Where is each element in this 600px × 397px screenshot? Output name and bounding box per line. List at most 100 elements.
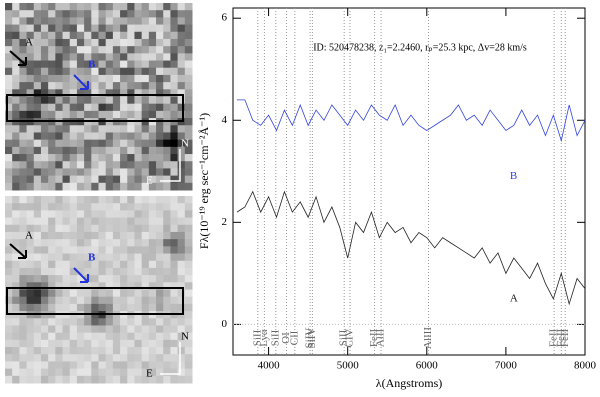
pixel xyxy=(12,82,20,90)
pixel xyxy=(120,38,128,47)
pixel xyxy=(112,210,121,219)
pixel xyxy=(69,175,78,184)
pixel xyxy=(148,289,157,298)
pixel xyxy=(55,146,64,155)
pixel xyxy=(40,253,49,262)
pixel xyxy=(98,139,107,148)
pixel xyxy=(26,339,35,348)
pixel xyxy=(127,31,135,40)
pixel xyxy=(19,89,28,97)
pixel xyxy=(69,154,78,162)
pixel xyxy=(40,239,49,247)
pixel xyxy=(120,89,128,97)
pixel xyxy=(12,10,20,18)
pixel xyxy=(5,161,13,169)
image-panel xyxy=(5,196,193,384)
pixel xyxy=(127,282,135,290)
pixel xyxy=(91,303,99,312)
pixel xyxy=(148,246,157,255)
pixel xyxy=(19,347,28,355)
pixel xyxy=(76,267,85,276)
pixel xyxy=(40,375,49,384)
pixel xyxy=(163,24,171,33)
pixel xyxy=(112,246,121,255)
pixel xyxy=(141,260,150,269)
pixel xyxy=(170,303,179,312)
pixel xyxy=(98,60,107,69)
pixel xyxy=(127,82,135,90)
pixel xyxy=(127,203,135,211)
pixel xyxy=(5,275,13,283)
pixel xyxy=(91,161,99,169)
pixel xyxy=(120,139,128,148)
pixel xyxy=(19,82,28,90)
pixel xyxy=(76,182,85,191)
pixel xyxy=(40,354,49,362)
pixel xyxy=(5,260,13,269)
pixel xyxy=(40,10,49,18)
pixel xyxy=(62,339,71,348)
pixel xyxy=(127,375,135,384)
pixel xyxy=(177,267,186,276)
pixel xyxy=(105,368,114,377)
pixel xyxy=(33,260,42,269)
pixel xyxy=(98,210,107,219)
pixel xyxy=(76,31,85,40)
pixel xyxy=(105,224,114,233)
pixel xyxy=(12,74,20,83)
pixel xyxy=(170,275,179,283)
pixel xyxy=(177,368,186,377)
pixel xyxy=(91,354,99,362)
pixel xyxy=(134,46,143,54)
pixel xyxy=(76,239,85,247)
pixel xyxy=(62,182,71,191)
pixel xyxy=(127,110,135,119)
pixel xyxy=(184,260,193,269)
pixel xyxy=(163,196,171,204)
pixel xyxy=(91,196,99,204)
pixel xyxy=(55,224,64,233)
pixel xyxy=(5,368,13,377)
pixel xyxy=(69,46,78,54)
pixel xyxy=(40,74,49,83)
pixel xyxy=(184,10,193,18)
pixel xyxy=(148,139,157,148)
pixel xyxy=(141,182,150,191)
pixel xyxy=(40,110,49,119)
pixel xyxy=(48,10,56,18)
pixel xyxy=(184,375,193,384)
pixel xyxy=(112,196,121,204)
pixel xyxy=(55,53,64,62)
pixel xyxy=(141,203,150,211)
pixel xyxy=(184,182,193,191)
pixel xyxy=(156,196,164,204)
pixel xyxy=(141,239,150,247)
slit-box xyxy=(6,287,184,315)
pixel xyxy=(84,110,92,119)
pixel xyxy=(170,217,179,226)
pixel xyxy=(156,203,164,211)
pixel xyxy=(156,318,164,326)
pixel xyxy=(5,239,13,247)
pixel xyxy=(120,53,128,62)
pixel xyxy=(84,339,92,348)
pixel xyxy=(170,31,179,40)
pixel xyxy=(26,231,35,240)
pixel xyxy=(98,161,107,169)
pixel xyxy=(84,125,92,133)
pixel xyxy=(98,217,107,226)
label-e: E xyxy=(146,175,153,187)
pixel xyxy=(98,38,107,47)
pixel xyxy=(163,210,171,219)
pixel xyxy=(76,53,85,62)
pixel xyxy=(120,203,128,211)
pixel xyxy=(98,96,107,105)
pixel xyxy=(134,354,143,362)
pixel xyxy=(112,175,121,184)
pixel xyxy=(141,325,150,334)
pixel xyxy=(120,354,128,362)
pixel xyxy=(69,82,78,90)
pixel xyxy=(98,203,107,211)
pixel xyxy=(184,325,193,334)
pixel xyxy=(156,110,164,119)
